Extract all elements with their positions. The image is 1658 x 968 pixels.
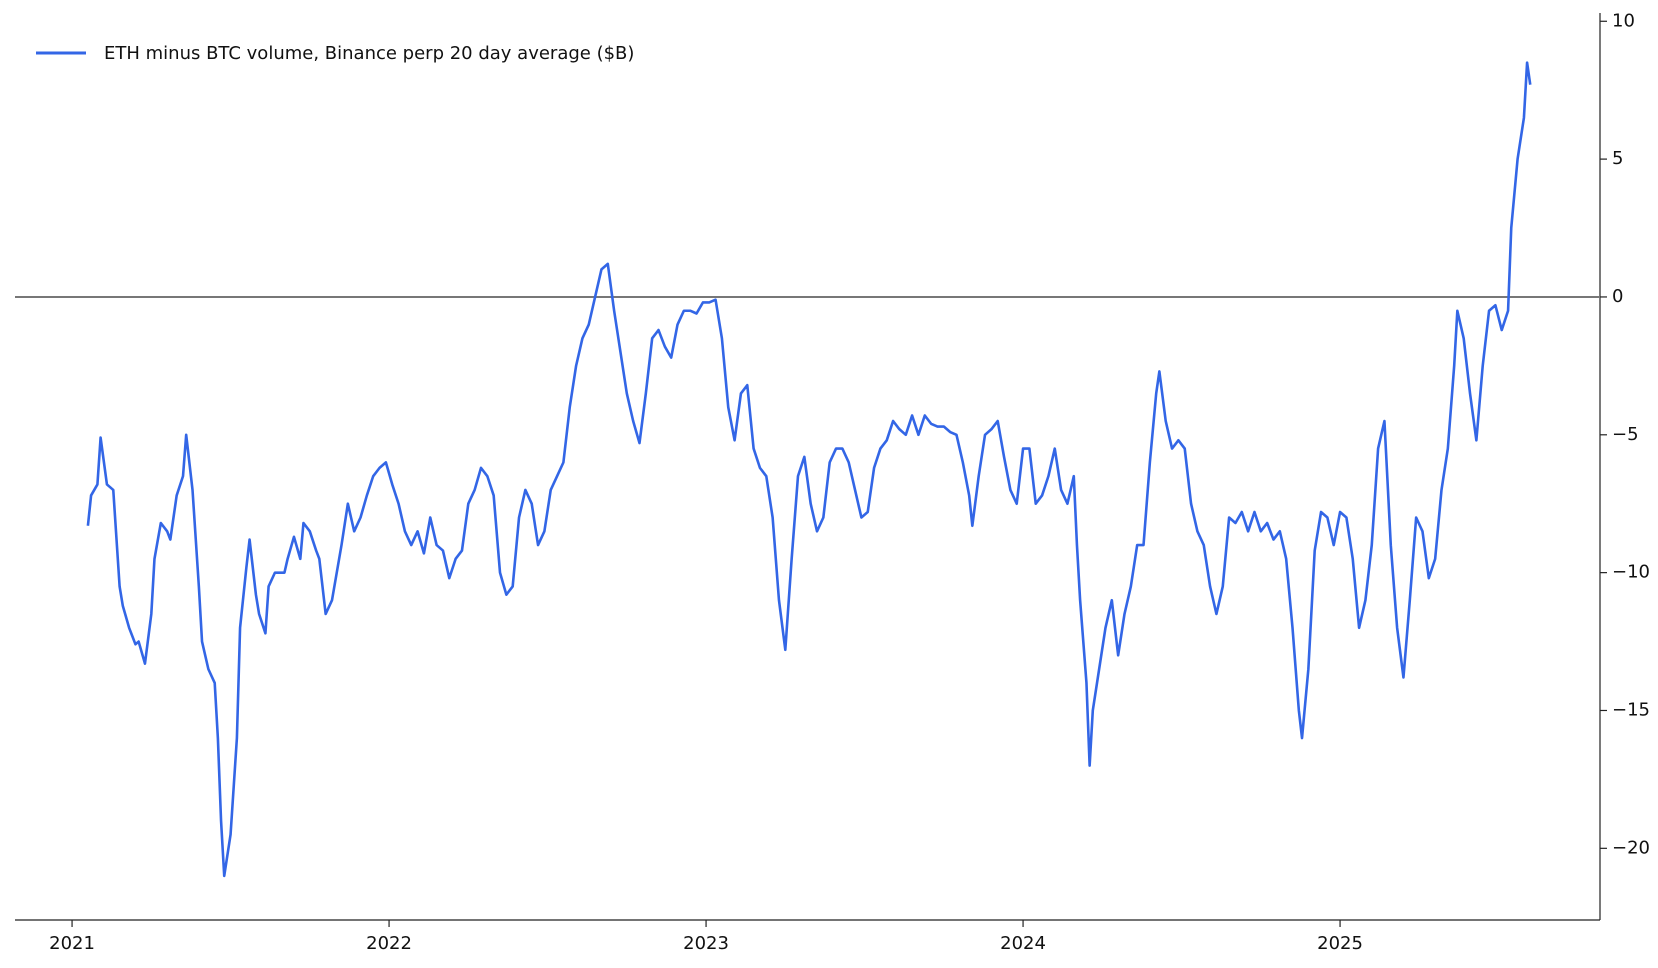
- x-tick-label: 2022: [366, 933, 412, 954]
- y-tick-label: −10: [1612, 562, 1650, 583]
- y-tick-label: 0: [1612, 286, 1623, 307]
- x-tick-label: 2023: [683, 933, 729, 954]
- x-tick-label: 2024: [1000, 933, 1046, 954]
- x-tick-label: 2021: [49, 933, 95, 954]
- y-tick-label: 5: [1612, 148, 1623, 169]
- data-line: [86, 61, 1532, 878]
- x-tick-label: 2025: [1317, 933, 1363, 954]
- legend-label: ETH minus BTC volume, Binance perp 20 da…: [104, 43, 634, 64]
- y-tick-label: −5: [1612, 424, 1639, 445]
- y-tick-label: −15: [1612, 699, 1650, 720]
- y-tick-label: 10: [1612, 10, 1635, 31]
- y-tick-label: −20: [1612, 837, 1650, 858]
